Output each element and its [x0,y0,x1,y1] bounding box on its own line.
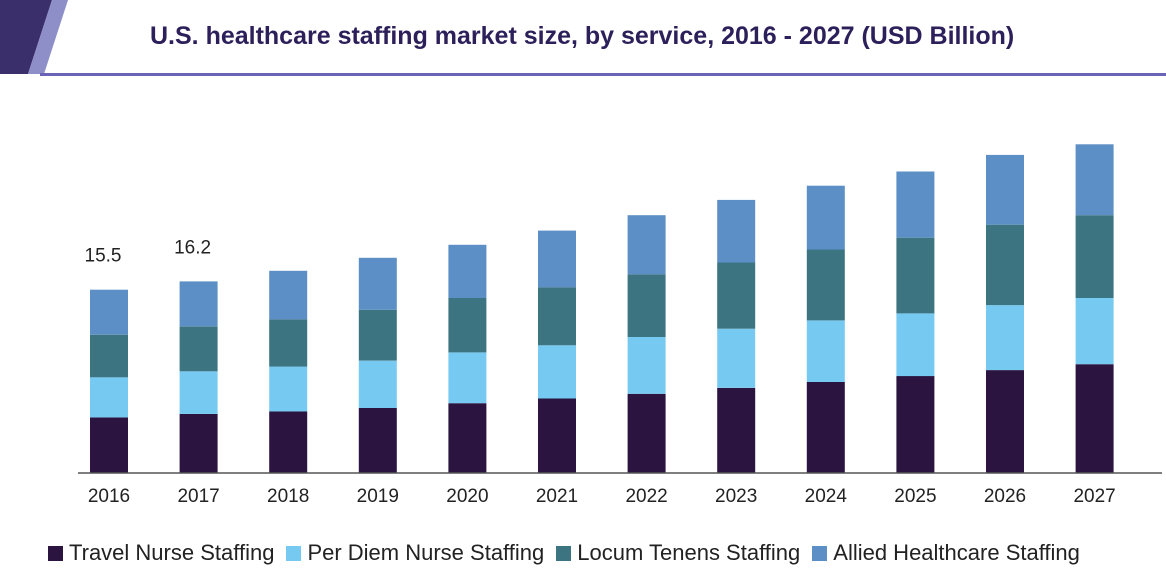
bar-travel-nurse-staffing-2025 [896,376,935,473]
bar-allied-healthcare-staffing-2018 [269,270,308,320]
x-tick-labels: 2016 2017 2018 2019 2020 2021 2022 2023 2024 2025… [88,486,1116,507]
data-label-2017: 16.2 [174,237,211,258]
x-tick-label-2023: 2023 [715,486,757,507]
bar-locum-tenens-staffing-2018 [269,319,308,367]
bar-travel-nurse-staffing-2026 [986,370,1024,473]
bar-allied-healthcare-staffing-2022 [627,215,666,275]
header-accent-stripe [28,0,68,74]
bar-allied-healthcare-staffing-2017 [179,281,218,327]
x-tick-label-2025: 2025 [894,486,936,507]
bar-travel-nurse-staffing-2017 [179,413,218,473]
bar-allied-healthcare-staffing-2023 [717,199,756,263]
bar-locum-tenens-staffing-2024 [806,249,845,321]
bar-travel-nurse-staffing-2023 [717,387,756,473]
bar-locum-tenens-staffing-2026 [986,224,1024,306]
bar-per-diem-nurse-staffing-2027 [1075,298,1114,365]
bar-per-diem-nurse-staffing-2021 [538,345,576,399]
x-tick-label-2026: 2026 [984,486,1026,507]
bar-travel-nurse-staffing-2022 [627,393,666,473]
header-accent-shape [0,0,52,74]
legend-label: Travel Nurse Staffing [69,540,275,565]
bar-locum-tenens-staffing-2016 [90,334,128,378]
bar-travel-nurse-staffing-2018 [269,411,308,473]
bar-per-diem-nurse-staffing-2019 [358,360,397,408]
bar-travel-nurse-staffing-2020 [448,403,487,473]
bar-allied-healthcare-staffing-2027 [1075,144,1114,216]
bar-locum-tenens-staffing-2023 [717,262,756,329]
bar-per-diem-nurse-staffing-2026 [986,305,1024,371]
x-tick-label-2027: 2027 [1073,486,1115,507]
bar-per-diem-nurse-staffing-2017 [179,371,218,414]
bar-locum-tenens-staffing-2021 [538,287,576,346]
bar-allied-healthcare-staffing-2026 [986,154,1024,225]
bar-locum-tenens-staffing-2022 [627,274,666,337]
bar-locum-tenens-staffing-2020 [448,298,487,353]
x-tick-label-2021: 2021 [536,486,578,507]
bar-locum-tenens-staffing-2027 [1075,215,1114,298]
bar-locum-tenens-staffing-2019 [358,309,397,361]
bar-locum-tenens-staffing-2025 [896,237,935,314]
legend-swatch [48,545,63,561]
legend-item-locum-tenens-staffing: Locum Tenens Staffing [556,540,800,566]
legend: Travel Nurse Staffing Per Diem Nurse Staf… [48,540,1092,566]
x-tick-label-2020: 2020 [446,486,488,507]
x-tick-label-2022: 2022 [625,486,667,507]
legend-item-per-diem-nurse-staffing: Per Diem Nurse Staffing [286,540,544,566]
data-labels: 15.5 16.2 [85,237,212,266]
legend-item-travel-nurse-staffing: Travel Nurse Staffing [48,540,274,566]
legend-label: Locum Tenens Staffing [577,540,801,565]
bar-per-diem-nurse-staffing-2023 [717,328,756,388]
bar-travel-nurse-staffing-2019 [358,408,397,473]
bar-allied-healthcare-staffing-2024 [806,185,845,250]
bar-allied-healthcare-staffing-2021 [538,230,576,288]
bar-allied-healthcare-staffing-2016 [90,289,128,335]
x-tick-label-2018: 2018 [267,486,309,507]
bar-allied-healthcare-staffing-2020 [448,244,487,298]
bar-per-diem-nurse-staffing-2018 [269,366,308,412]
legend-swatch [286,545,302,561]
x-tick-label-2024: 2024 [805,486,848,507]
legend-label: Per Diem Nurse Staffing [307,540,545,565]
bar-per-diem-nurse-staffing-2022 [627,337,666,394]
legend-label: Allied Healthcare Staffing [833,540,1080,565]
bar-allied-healthcare-staffing-2025 [896,171,935,238]
bar-layer [90,144,1114,473]
legend-swatch [812,545,828,561]
x-tick-label-2019: 2019 [357,486,399,507]
bar-per-diem-nurse-staffing-2016 [90,377,128,418]
chart-title: U.S. healthcare staffing market size, by… [150,22,1015,50]
bar-per-diem-nurse-staffing-2025 [896,313,935,377]
legend-swatch [556,545,572,561]
bar-travel-nurse-staffing-2016 [90,417,128,473]
bar-travel-nurse-staffing-2024 [806,382,845,473]
x-tick-label-2017: 2017 [177,486,219,507]
legend-item-allied-healthcare-staffing: Allied Healthcare Staffing [812,540,1080,566]
data-label-2016: 15.5 [85,246,122,267]
bar-per-diem-nurse-staffing-2024 [806,320,845,382]
header-banner [0,0,1166,76]
bar-allied-healthcare-staffing-2019 [358,257,397,310]
x-tick-label-2016: 2016 [88,486,130,507]
bar-travel-nurse-staffing-2021 [538,398,576,473]
bar-per-diem-nurse-staffing-2020 [448,352,487,404]
bar-travel-nurse-staffing-2027 [1075,364,1114,473]
bar-locum-tenens-staffing-2017 [179,326,218,372]
